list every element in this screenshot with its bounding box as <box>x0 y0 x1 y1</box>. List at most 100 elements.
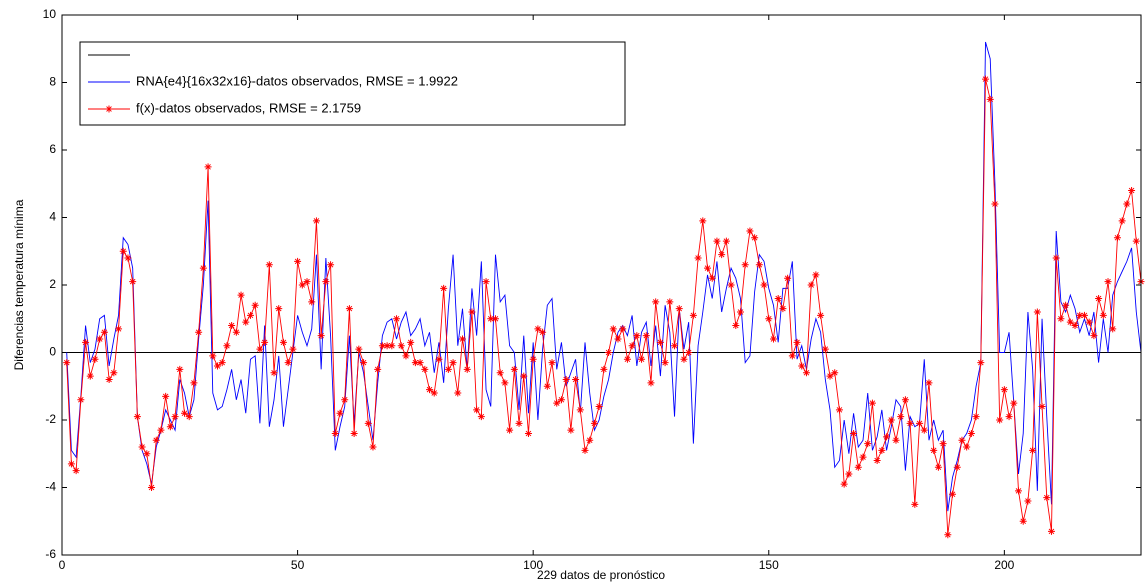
point-marker <box>444 365 452 373</box>
point-marker <box>755 261 763 269</box>
legend-label: f(x)-datos observados, RMSE = 2.1759 <box>136 100 361 115</box>
point-marker <box>110 369 118 377</box>
point-marker <box>751 234 759 242</box>
point-marker <box>623 355 631 363</box>
point-marker <box>171 413 179 421</box>
point-marker <box>228 322 236 329</box>
point-marker <box>143 450 151 458</box>
point-marker <box>482 278 490 286</box>
point-marker <box>1010 399 1018 407</box>
point-marker <box>303 278 311 286</box>
point-marker <box>939 440 947 448</box>
point-marker <box>218 359 226 367</box>
point-marker <box>515 419 523 427</box>
point-marker <box>732 322 740 329</box>
point-marker <box>185 413 193 421</box>
point-marker <box>850 430 858 437</box>
y-tick-label: 8 <box>49 75 56 89</box>
point-marker <box>798 362 806 370</box>
point-marker <box>1071 322 1079 329</box>
point-marker <box>213 362 221 370</box>
point-marker <box>883 433 891 441</box>
point-marker <box>1052 254 1060 262</box>
point-marker <box>298 281 306 289</box>
point-marker <box>878 446 886 454</box>
point-marker <box>793 338 801 346</box>
point-marker <box>124 254 132 262</box>
point-marker <box>760 281 768 289</box>
point-marker <box>831 369 839 377</box>
point-marker <box>96 335 104 343</box>
point-marker <box>944 531 952 539</box>
point-marker <box>204 163 212 171</box>
point-marker <box>600 365 608 373</box>
point-marker <box>1038 403 1046 410</box>
point-marker <box>454 389 462 397</box>
point-marker <box>91 355 99 363</box>
y-tick-label: 2 <box>49 277 56 291</box>
point-marker <box>784 274 792 282</box>
point-marker <box>232 328 240 336</box>
point-marker <box>496 369 504 377</box>
point-marker <box>364 419 372 427</box>
point-marker <box>383 342 391 350</box>
point-marker <box>553 399 561 407</box>
point-marker <box>689 311 697 319</box>
point-marker <box>934 463 942 471</box>
point-marker <box>477 413 485 421</box>
point-marker <box>633 332 641 340</box>
point-marker <box>963 443 971 451</box>
point-marker <box>972 413 980 421</box>
point-marker <box>802 369 810 377</box>
point-marker <box>991 200 999 208</box>
y-axis-label: Diferencias temperatura mínima <box>12 199 26 370</box>
y-tick-label: 10 <box>43 7 57 21</box>
point-marker <box>746 227 754 235</box>
point-marker <box>129 278 137 286</box>
point-marker <box>835 406 843 414</box>
point-marker <box>671 342 679 350</box>
point-marker <box>529 355 537 363</box>
point-marker <box>897 413 905 421</box>
point-marker <box>887 416 895 424</box>
point-marker <box>868 399 876 407</box>
point-marker <box>190 379 198 387</box>
point-marker <box>666 298 674 306</box>
point-marker <box>713 237 721 245</box>
point-marker <box>501 379 509 387</box>
point-marker <box>355 345 363 353</box>
point-marker <box>388 342 396 350</box>
point-marker <box>374 365 382 373</box>
point-marker <box>162 392 170 400</box>
point-marker <box>605 349 613 356</box>
point-marker <box>148 484 156 491</box>
x-tick-label: 200 <box>994 558 1014 572</box>
point-marker <box>788 352 796 360</box>
point-marker <box>350 430 358 437</box>
point-marker <box>270 369 278 377</box>
point-marker <box>840 480 848 488</box>
point-marker <box>256 345 264 353</box>
point-marker <box>100 328 108 336</box>
point-marker <box>237 291 245 299</box>
point-marker <box>572 376 580 383</box>
point-marker <box>524 430 532 437</box>
point-marker <box>82 338 90 346</box>
point-marker <box>590 419 598 427</box>
point-marker <box>369 443 377 451</box>
point-marker <box>487 315 495 323</box>
point-marker <box>440 284 448 292</box>
point-marker <box>1014 487 1022 495</box>
point-marker <box>157 426 165 434</box>
point-marker <box>176 365 184 373</box>
point-marker <box>859 453 867 461</box>
x-tick-label: 150 <box>759 558 779 572</box>
point-marker <box>242 318 250 326</box>
point-marker <box>652 298 660 306</box>
point-marker <box>199 264 207 272</box>
point-marker <box>1099 311 1107 319</box>
point-marker <box>308 298 316 306</box>
x-tick-label: 50 <box>291 558 305 572</box>
point-marker <box>911 500 919 508</box>
point-marker <box>1029 446 1037 454</box>
